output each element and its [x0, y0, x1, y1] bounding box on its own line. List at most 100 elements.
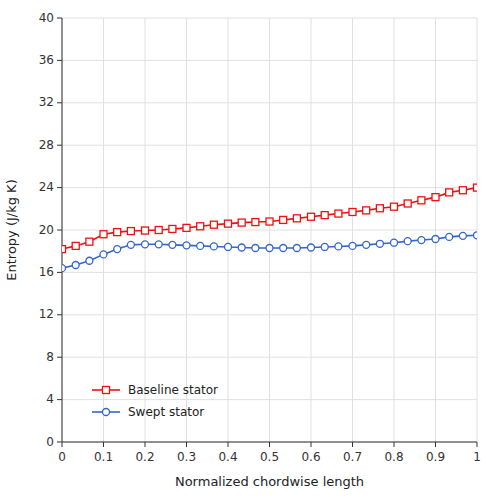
point: [114, 229, 121, 236]
point: [335, 210, 342, 217]
point: [418, 237, 425, 244]
point: [293, 245, 300, 252]
point: [266, 218, 273, 225]
tick-label: 0: [46, 435, 54, 449]
tick: [228, 442, 229, 447]
grid-line: [477, 18, 478, 442]
point: [474, 232, 478, 239]
grid-line: [435, 18, 436, 442]
axes: 048121620242832364000.10.20.30.40.50.60.…: [39, 11, 481, 465]
point: [363, 241, 370, 248]
tick: [311, 442, 312, 447]
point: [183, 224, 190, 231]
point: [363, 207, 370, 214]
grid-line: [311, 18, 312, 442]
tick-label: 36: [39, 53, 54, 67]
point: [155, 241, 162, 248]
point: [349, 208, 356, 215]
point: [127, 241, 134, 248]
point: [418, 197, 425, 204]
tick: [57, 442, 62, 443]
point: [86, 257, 93, 264]
point: [335, 243, 342, 250]
point: [391, 239, 398, 246]
chart: 048121620242832364000.10.20.30.40.50.60.…: [0, 0, 499, 500]
y-axis-line: [62, 18, 63, 442]
tick-label: 8: [46, 350, 54, 364]
tick-label: 24: [39, 180, 54, 194]
point: [210, 243, 217, 250]
tick-label: 28: [39, 138, 54, 152]
point: [266, 245, 273, 252]
point: [72, 261, 79, 268]
point: [169, 225, 176, 232]
tick: [269, 442, 270, 447]
point: [376, 240, 383, 247]
point: [86, 238, 93, 245]
point: [252, 219, 259, 226]
tick-label: 4: [46, 392, 54, 406]
point: [404, 200, 411, 207]
tick-label: 0.7: [343, 450, 362, 464]
tick: [57, 145, 62, 146]
tick-label: 0: [58, 450, 66, 464]
tick-label: 40: [39, 11, 54, 25]
point: [474, 184, 478, 191]
tick: [57, 187, 62, 188]
point: [308, 213, 315, 220]
point: [238, 219, 245, 226]
tick: [186, 442, 187, 447]
legend-label: Baseline stator: [128, 383, 218, 397]
tick: [435, 442, 436, 447]
point: [225, 220, 232, 227]
tick-label: 0.6: [301, 450, 320, 464]
point: [100, 251, 107, 258]
tick: [57, 102, 62, 103]
tick-label: 12: [39, 307, 54, 321]
point: [459, 232, 466, 239]
legend-marker: [103, 409, 110, 416]
point: [210, 221, 217, 228]
legend-marker: [103, 387, 110, 394]
point: [62, 265, 66, 272]
tick-label: 0.9: [426, 450, 445, 464]
point: [197, 242, 204, 249]
point: [225, 243, 232, 250]
grid-line: [62, 442, 477, 443]
tick-label: 20: [39, 223, 54, 237]
tick: [57, 60, 62, 61]
legend-label: Swept stator: [128, 405, 204, 419]
point: [238, 244, 245, 251]
point: [155, 227, 162, 234]
tick: [394, 442, 395, 447]
point: [183, 242, 190, 249]
tick-label: 0.8: [384, 450, 403, 464]
point: [127, 228, 134, 235]
point: [100, 231, 107, 238]
tick-label: 1: [473, 450, 481, 464]
tick: [57, 230, 62, 231]
point: [321, 243, 328, 250]
x-axis-label: Normalized chordwise length: [175, 474, 364, 489]
grid-line: [269, 18, 270, 442]
point: [252, 245, 259, 252]
plot-area: [62, 184, 477, 272]
point: [114, 246, 121, 253]
tick: [352, 442, 353, 447]
point: [72, 242, 79, 249]
grid-line: [394, 18, 395, 442]
tick: [57, 18, 62, 19]
point: [280, 245, 287, 252]
tick: [57, 314, 62, 315]
tick: [57, 399, 62, 400]
grid: [62, 18, 477, 442]
grid-line: [62, 18, 63, 442]
grid-line: [228, 18, 229, 442]
x-axis-line: [62, 442, 477, 443]
point: [446, 233, 453, 240]
tick-label: 32: [39, 95, 54, 109]
point: [321, 212, 328, 219]
tick: [145, 442, 146, 447]
point: [459, 187, 466, 194]
legend: Baseline stator Swept stator: [92, 383, 218, 419]
